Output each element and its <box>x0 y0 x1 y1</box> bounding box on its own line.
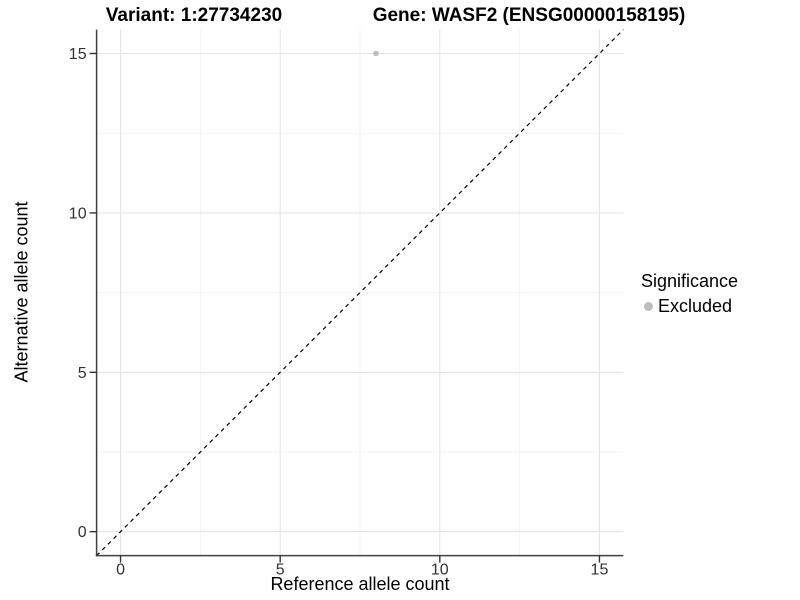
legend-title: Significance <box>641 271 739 291</box>
x-tick-label: 10 <box>431 562 449 579</box>
x-axis-title: Reference allele count <box>270 574 450 594</box>
legend: Significance Excluded <box>641 271 738 317</box>
gene-title: Gene: WASF2 (ENSG00000158195) <box>372 5 686 26</box>
y-tick-label: 0 <box>78 524 87 541</box>
x-tick-label: 5 <box>276 562 285 579</box>
legend-entry-excluded: Excluded <box>641 296 738 317</box>
legend-entry-label: Excluded <box>658 296 733 316</box>
y-axis-title: Alternative allele count <box>11 201 32 383</box>
x-tick-label: 15 <box>591 562 609 579</box>
data-point <box>373 50 379 57</box>
variant-title: Variant: 1:27734230 <box>105 5 283 26</box>
y-tick-label: 5 <box>78 365 87 382</box>
y-tick-label: 15 <box>69 46 87 63</box>
excluded-point-icon <box>644 302 653 311</box>
x-tick-label: 0 <box>116 562 125 579</box>
y-tick-label: 10 <box>69 205 87 222</box>
